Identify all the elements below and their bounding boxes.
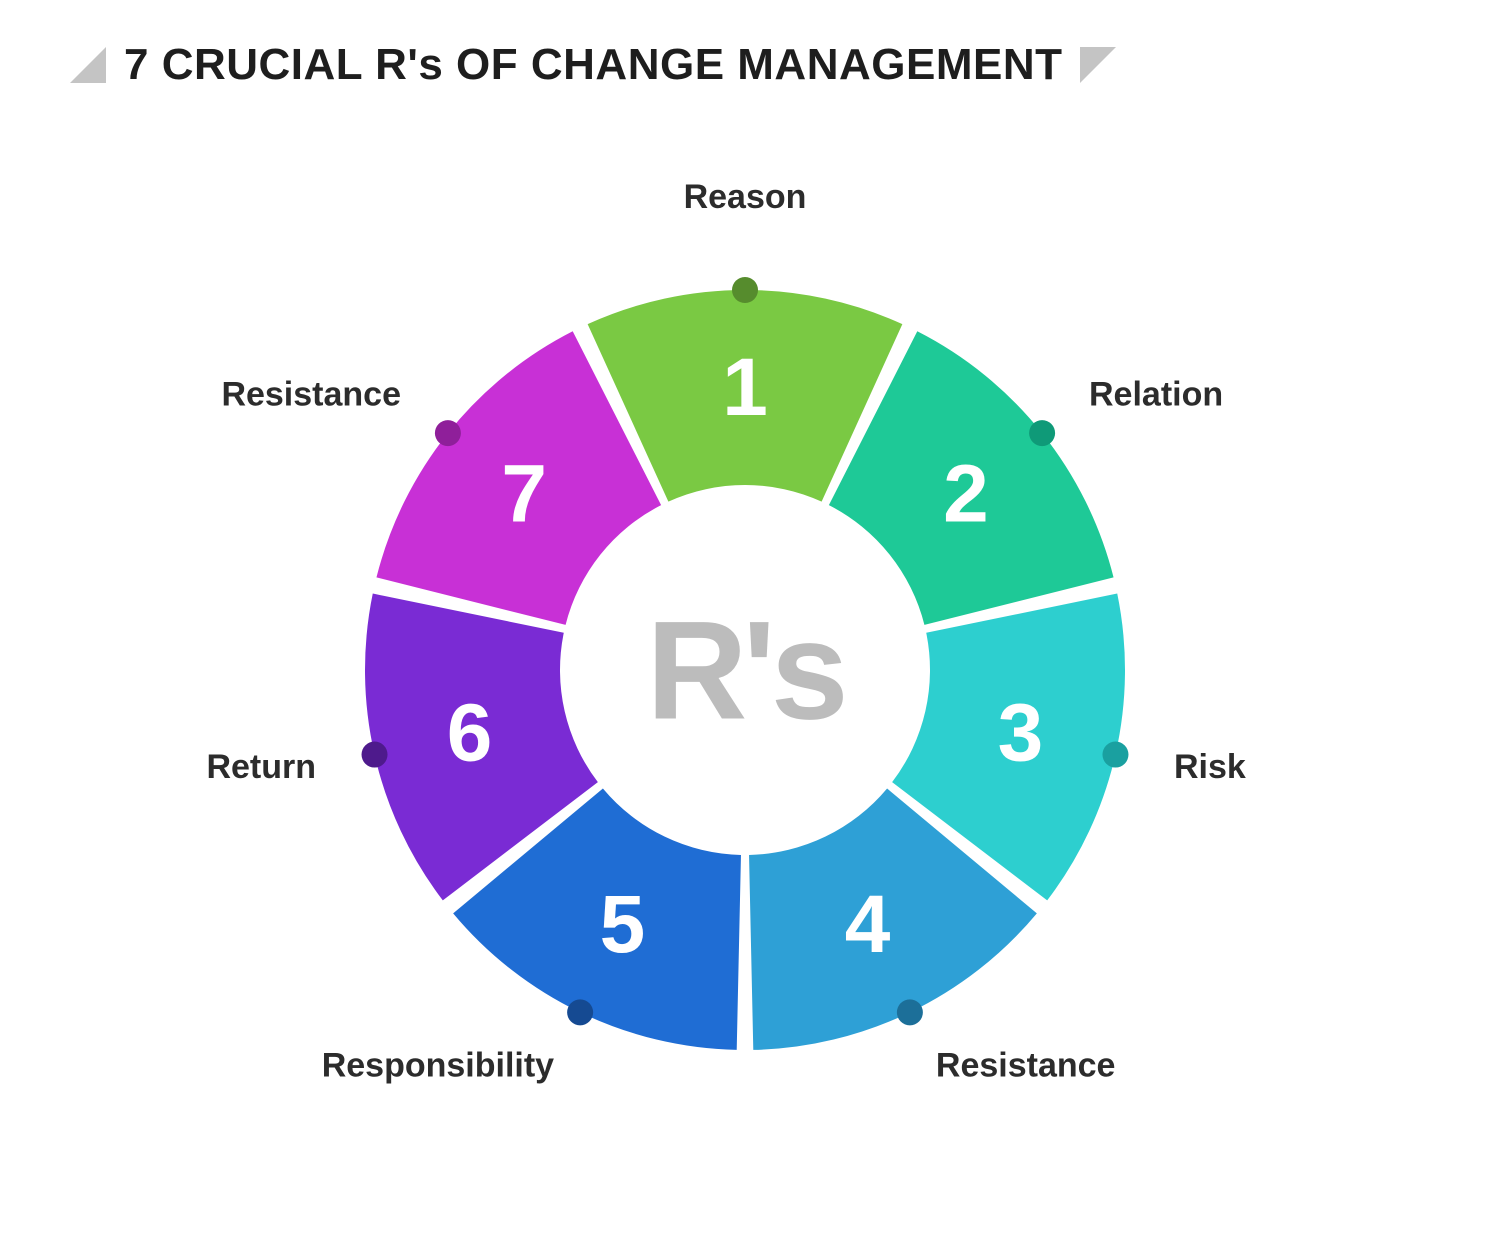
segment-label-1: Reason [684,178,807,216]
donut-svg: 1 Reason 2 Relation 3 Risk 4 Resistance 5 Respons… [0,130,1490,1210]
segment-dot-1 [732,277,758,303]
segment-dot-4 [897,999,923,1025]
segment-label-4: Resistance [936,1046,1116,1084]
segment-dot-2 [1029,420,1055,446]
segment-number-1: 1 [722,342,768,433]
decor-triangle-right [1080,47,1116,83]
segment-number-2: 2 [943,448,989,539]
decor-triangle-left [70,47,106,83]
segment-dot-6 [362,742,388,768]
segment-number-6: 6 [447,687,493,778]
segment-number-3: 3 [998,687,1044,778]
segment-label-6: Return [206,748,316,786]
center-text: R's [646,592,843,749]
segment-dot-3 [1102,742,1128,768]
title-bar: 7 CRUCIAL R's OF CHANGE MANAGEMENT [0,0,1490,90]
segment-label-2: Relation [1089,376,1223,414]
segment-number-7: 7 [501,448,547,539]
segment-dot-5 [567,999,593,1025]
segment-label-3: Risk [1174,748,1246,786]
segment-number-5: 5 [600,879,646,970]
segment-number-4: 4 [845,879,891,970]
segment-label-5: Responsibility [322,1046,554,1084]
donut-chart: 1 Reason 2 Relation 3 Risk 4 Resistance 5 Respons… [0,130,1490,1210]
segment-label-7: Resistance [221,376,401,414]
page-title: 7 CRUCIAL R's OF CHANGE MANAGEMENT [124,40,1062,90]
segment-dot-7 [435,420,461,446]
